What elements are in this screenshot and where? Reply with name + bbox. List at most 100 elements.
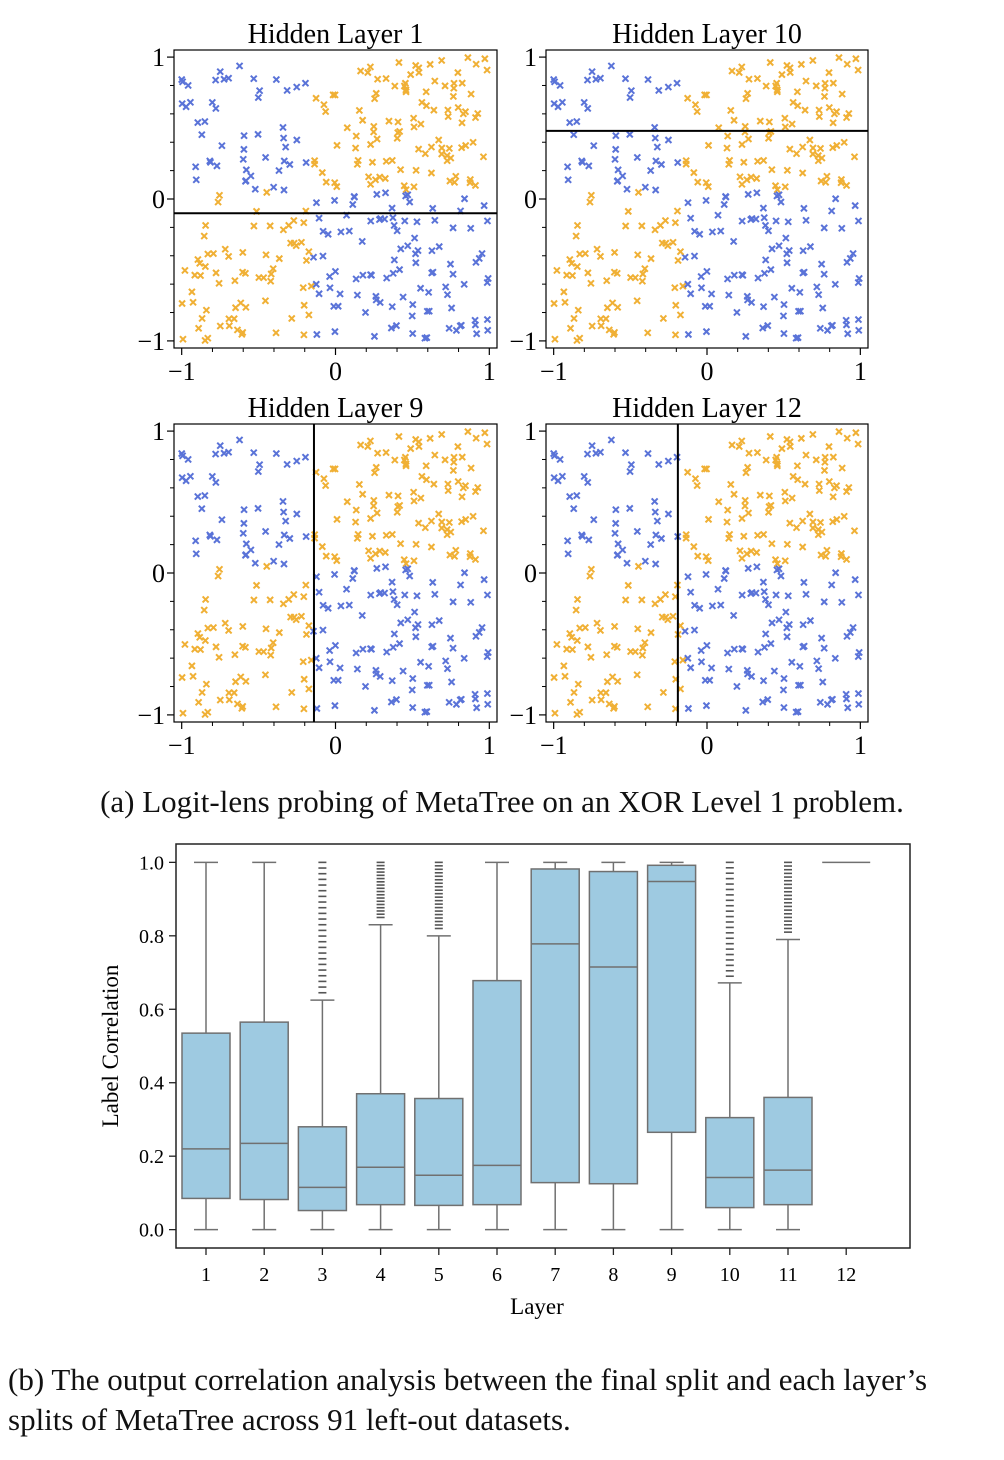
scatter-point xyxy=(401,453,410,461)
scatter-point xyxy=(566,698,575,707)
scatter-point xyxy=(399,667,407,675)
scatter-point xyxy=(653,143,662,151)
box-layer-2: 2 xyxy=(239,861,289,1286)
scatter-point xyxy=(753,157,762,166)
scatter-point xyxy=(389,269,397,278)
scatter-point xyxy=(352,275,360,283)
scatter-point xyxy=(714,211,722,219)
y-tick-label: 0.4 xyxy=(139,1073,164,1095)
scatter-point xyxy=(684,198,692,207)
scatter-point xyxy=(267,270,275,278)
scatter-point xyxy=(321,481,330,490)
scatter-point xyxy=(452,546,460,555)
scatter-point xyxy=(353,160,362,168)
scatter-point xyxy=(739,271,747,279)
scatter-point xyxy=(800,204,808,213)
scatter-point xyxy=(602,689,610,697)
scatter-point xyxy=(656,221,665,230)
scatter-point xyxy=(798,543,807,551)
scatter-point xyxy=(300,301,308,309)
scatter-point xyxy=(447,304,456,312)
scatter-point xyxy=(691,474,700,483)
scatter-point xyxy=(657,534,666,543)
scatter-point xyxy=(382,448,390,457)
scatter-point xyxy=(449,224,457,232)
scatter-point xyxy=(788,494,796,502)
scatter-point xyxy=(664,510,673,518)
scatter-point xyxy=(410,497,418,505)
scatter-point xyxy=(224,626,233,635)
scatter-point xyxy=(192,176,200,184)
scatter-point xyxy=(331,465,339,473)
scatter-point xyxy=(302,158,310,167)
scatter-point xyxy=(231,277,239,285)
scatter-point xyxy=(556,455,564,464)
scatter-point xyxy=(399,293,407,301)
scatter-point xyxy=(703,267,711,276)
scatter-point xyxy=(397,619,405,627)
scatter-point xyxy=(467,598,475,607)
x-tick-label: 5 xyxy=(434,1264,444,1286)
scatter-point xyxy=(783,250,791,258)
scatter-point xyxy=(224,252,233,261)
scatter-point xyxy=(400,182,408,190)
x-tick-label: 9 xyxy=(667,1264,677,1286)
scatter-point xyxy=(725,291,733,299)
scatter-point xyxy=(444,486,452,495)
scatter-point xyxy=(337,228,345,236)
scatter-point xyxy=(388,156,396,165)
scatter-point xyxy=(550,299,558,308)
scatter-point xyxy=(735,442,743,451)
scatter-point xyxy=(438,150,446,158)
scatter-point xyxy=(396,539,405,548)
scatter-point xyxy=(613,677,622,686)
scatter-point xyxy=(614,166,622,174)
scatter-point xyxy=(471,690,479,699)
scatter-point xyxy=(674,256,682,265)
x-tick-label: 0 xyxy=(701,357,714,386)
scatter-point xyxy=(759,578,768,586)
scatter-point xyxy=(742,706,750,715)
box-layer-5: 5 xyxy=(414,861,464,1286)
scatter-point xyxy=(446,260,455,268)
scatter-point xyxy=(215,565,224,574)
scatter-point xyxy=(764,695,772,704)
scatter-point xyxy=(461,515,470,524)
panel-title: Hidden Layer 12 xyxy=(612,393,802,424)
scatter-point xyxy=(581,623,590,632)
scatter-point xyxy=(280,560,288,568)
scatter-point xyxy=(467,90,475,98)
scatter-point xyxy=(196,633,204,641)
scatter-point xyxy=(481,55,489,63)
scatter-point xyxy=(717,601,725,609)
scatter-point xyxy=(603,678,612,686)
scatter-point xyxy=(754,274,762,282)
scatter-point xyxy=(743,666,752,675)
y-tick-label: 1.0 xyxy=(139,852,164,874)
scatter-point xyxy=(184,455,192,464)
scatter-point xyxy=(179,709,187,717)
scatter-point xyxy=(639,644,647,652)
scatter-point xyxy=(607,436,616,444)
scatter-point xyxy=(471,316,479,325)
scatter-point xyxy=(364,442,372,451)
scatter-point xyxy=(483,689,492,698)
scatter-point xyxy=(355,106,364,115)
scatter-point xyxy=(280,531,288,539)
scatter-point xyxy=(650,123,659,132)
y-tick-label: 0.8 xyxy=(139,926,164,948)
scatter-point xyxy=(728,67,736,75)
scatter-point xyxy=(621,448,630,457)
scatter-point xyxy=(725,160,733,168)
scatter-point xyxy=(759,676,768,685)
scatter-point xyxy=(837,549,846,558)
scatter-point xyxy=(610,642,619,650)
scatter-point xyxy=(570,130,578,139)
scatter-point xyxy=(324,230,332,238)
scatter-point xyxy=(446,634,455,642)
y-tick-label: −1 xyxy=(137,327,165,356)
scatter-point xyxy=(697,272,705,281)
scatter-point xyxy=(266,651,275,659)
scatter-point xyxy=(842,181,851,190)
scatter-point xyxy=(461,141,470,150)
